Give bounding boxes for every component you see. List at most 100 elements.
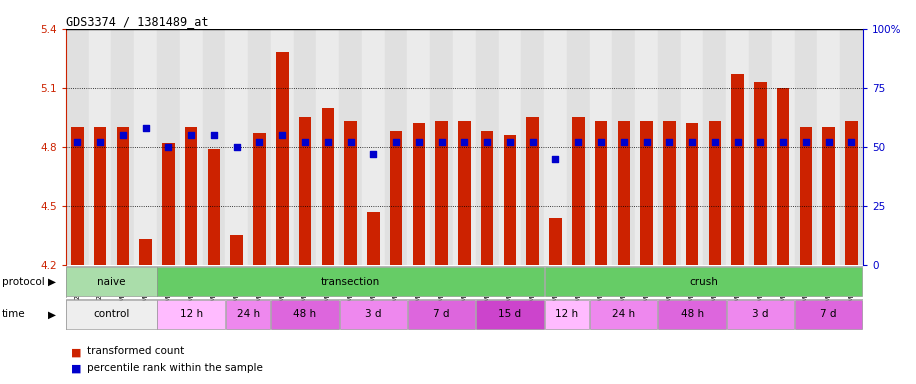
Bar (823, 127, 835, 265)
Text: naive: naive (97, 277, 125, 287)
Point (184, 132, 199, 138)
Text: ■: ■ (71, 364, 81, 374)
Bar (754, 82, 767, 265)
Bar (316, 29, 339, 265)
Point (845, 139, 859, 145)
Bar (135, 29, 157, 265)
Bar (840, 29, 863, 265)
Text: ▶: ▶ (48, 310, 56, 319)
Bar (544, 29, 567, 265)
Bar (71, 127, 83, 265)
Bar (340, 300, 407, 329)
Text: 24 h: 24 h (612, 310, 636, 319)
Point (503, 139, 518, 145)
Bar (112, 29, 135, 265)
Point (616, 139, 631, 145)
Bar (772, 29, 794, 265)
Bar (408, 300, 475, 329)
Bar (225, 300, 270, 329)
Bar (344, 121, 357, 265)
Bar (550, 218, 562, 265)
Bar (749, 29, 772, 265)
Bar (390, 131, 402, 265)
Bar (498, 29, 521, 265)
Point (70, 139, 84, 145)
Point (434, 139, 449, 145)
Point (344, 139, 358, 145)
Bar (208, 149, 220, 265)
Point (480, 139, 495, 145)
Bar (659, 300, 725, 329)
Bar (385, 29, 408, 265)
Text: 12 h: 12 h (180, 310, 202, 319)
Point (115, 132, 130, 138)
Bar (504, 135, 517, 265)
Bar (202, 29, 225, 265)
Point (753, 139, 768, 145)
Text: crush: crush (689, 277, 718, 287)
Text: transection: transection (321, 277, 380, 287)
Bar (89, 29, 112, 265)
Text: 3 d: 3 d (752, 310, 769, 319)
Point (548, 156, 562, 162)
Point (161, 144, 176, 150)
Text: protocol: protocol (2, 277, 45, 287)
Point (639, 139, 654, 145)
Text: 7 d: 7 d (821, 310, 837, 319)
Point (411, 139, 426, 145)
Text: ■: ■ (71, 347, 81, 357)
Bar (800, 127, 812, 265)
Point (776, 139, 791, 145)
Text: 15 d: 15 d (498, 310, 521, 319)
Bar (225, 29, 248, 265)
Point (388, 139, 403, 145)
Bar (794, 29, 817, 265)
Text: control: control (93, 310, 130, 319)
Bar (157, 29, 180, 265)
Bar (180, 29, 202, 265)
Bar (276, 52, 289, 265)
Bar (66, 29, 89, 265)
Bar (681, 29, 703, 265)
Bar (158, 300, 225, 329)
Bar (709, 121, 721, 265)
Bar (66, 267, 157, 296)
Bar (158, 267, 544, 296)
Bar (431, 29, 453, 265)
Bar (726, 29, 749, 265)
Bar (139, 239, 152, 265)
Point (366, 151, 381, 157)
Bar (116, 127, 129, 265)
Bar (93, 127, 106, 265)
Bar (731, 74, 744, 265)
Bar (231, 235, 243, 265)
Bar (544, 300, 589, 329)
Text: 48 h: 48 h (681, 310, 703, 319)
Text: 48 h: 48 h (293, 310, 317, 319)
Bar (362, 29, 385, 265)
Bar (658, 29, 681, 265)
Bar (613, 29, 635, 265)
Point (298, 139, 312, 145)
Bar (527, 118, 539, 265)
Point (93, 139, 107, 145)
Bar (617, 121, 630, 265)
Point (457, 139, 472, 145)
Bar (294, 29, 316, 265)
Bar (635, 29, 658, 265)
Text: 24 h: 24 h (236, 310, 259, 319)
Bar (594, 121, 607, 265)
Bar (322, 108, 334, 265)
Point (685, 139, 700, 145)
Text: time: time (2, 310, 26, 319)
Bar (590, 300, 658, 329)
Bar (590, 29, 613, 265)
Bar (271, 29, 294, 265)
Text: 3 d: 3 d (365, 310, 382, 319)
Text: 12 h: 12 h (555, 310, 578, 319)
Point (138, 125, 153, 131)
Bar (572, 118, 584, 265)
Text: percentile rank within the sample: percentile rank within the sample (87, 363, 263, 373)
Point (662, 139, 677, 145)
Text: 7 d: 7 d (433, 310, 450, 319)
